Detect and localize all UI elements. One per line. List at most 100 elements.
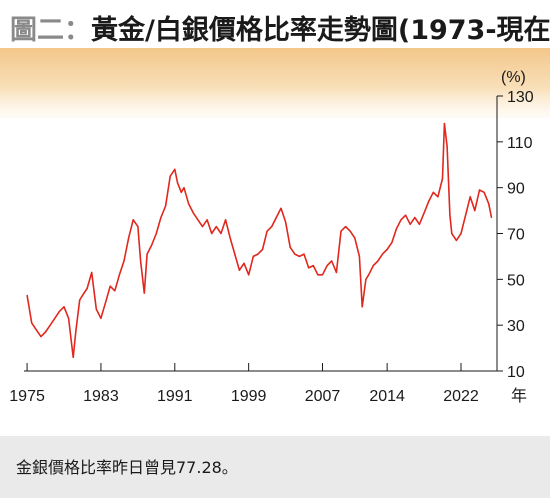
- ratio-line: [26, 122, 493, 359]
- data-point: [220, 232, 222, 235]
- gold-silver-ratio-chart: 10 30 50 70 90 110 130 (%) 1975 1983 1991 1999 2007 2…: [0, 48, 550, 405]
- data-point: [114, 290, 116, 292]
- data-point: [215, 226, 217, 228]
- data-point: [372, 265, 374, 267]
- y-tick-label: 10: [507, 364, 525, 381]
- data-point: [381, 253, 384, 255]
- data-point: [58, 310, 61, 312]
- data-point: [49, 324, 51, 326]
- data-point: [91, 271, 93, 274]
- y-tick-label: 30: [507, 318, 525, 335]
- data-point: [331, 260, 333, 262]
- y-tick-label: 130: [507, 89, 534, 106]
- data-point: [180, 191, 182, 193]
- data-point: [266, 230, 268, 232]
- data-point: [345, 226, 347, 228]
- data-point: [478, 189, 481, 191]
- data-point: [140, 260, 142, 262]
- data-point: [280, 207, 282, 209]
- y-tick-label: 50: [507, 272, 525, 289]
- title-bar: 圖二：黃金/白銀價格比率走勢圖(1973-現在): [0, 0, 550, 48]
- data-point: [409, 223, 411, 225]
- data-point: [271, 226, 273, 228]
- data-point: [443, 122, 445, 125]
- data-point: [44, 331, 47, 333]
- data-point: [395, 228, 397, 230]
- x-tick-label: 1991: [157, 388, 193, 405]
- title-colon: ：: [64, 15, 91, 46]
- data-point: [335, 271, 337, 274]
- data-point: [105, 301, 107, 303]
- data-point: [35, 329, 37, 331]
- x-tick-label: 1999: [231, 388, 267, 405]
- title-main: 黃金/白銀價格比率走勢圖(1973-現在): [91, 15, 550, 46]
- background-fade: [0, 88, 550, 128]
- data-point: [165, 205, 167, 207]
- data-point: [26, 294, 28, 296]
- x-axis-unit: 年: [511, 386, 527, 405]
- data-point: [365, 278, 367, 280]
- data-point: [174, 168, 176, 170]
- y-tick-label: 110: [507, 135, 533, 152]
- data-point: [54, 317, 56, 319]
- data-point: [229, 237, 231, 239]
- data-point: [312, 265, 314, 267]
- data-point: [192, 212, 194, 214]
- data-point: [490, 216, 493, 219]
- data-point: [432, 191, 434, 193]
- chart-area: 10 30 50 70 90 110 130 (%) 1975 1983 1991 1999 2007 2…: [0, 48, 550, 430]
- data-point: [275, 216, 277, 219]
- data-point: [349, 230, 351, 232]
- data-point: [465, 214, 467, 216]
- x-tick-label: 1975: [9, 388, 45, 405]
- data-point: [160, 216, 162, 219]
- data-point: [405, 214, 407, 216]
- data-point: [132, 219, 134, 221]
- data-point: [123, 260, 125, 262]
- data-point: [294, 253, 296, 255]
- x-tick-label: 2022: [443, 388, 479, 405]
- x-tick-label: 2014: [369, 388, 405, 405]
- data-point: [40, 336, 42, 338]
- data-point: [211, 232, 213, 235]
- data-point: [285, 221, 287, 223]
- data-point: [340, 230, 342, 232]
- x-tick-label: 2007: [305, 388, 341, 405]
- data-point: [423, 212, 425, 214]
- data-point: [298, 255, 300, 257]
- data-point: [437, 196, 439, 198]
- y-tick-label: 70: [507, 227, 525, 244]
- data-point: [177, 182, 179, 184]
- x-tick-label: 1983: [83, 388, 119, 405]
- data-point: [248, 274, 250, 276]
- data-point: [75, 329, 77, 331]
- data-point: [188, 203, 190, 205]
- data-point: [143, 292, 145, 294]
- data-point: [201, 226, 204, 228]
- data-point: [358, 255, 360, 257]
- data-point: [63, 306, 65, 308]
- data-point: [155, 232, 157, 235]
- data-point: [100, 317, 102, 319]
- data-point: [488, 203, 490, 205]
- data-point: [391, 242, 393, 244]
- data-point: [68, 317, 70, 319]
- data-point: [137, 226, 139, 228]
- data-point: [252, 255, 254, 257]
- data-point: [449, 214, 451, 216]
- data-point: [469, 196, 471, 198]
- data-point: [109, 285, 111, 287]
- data-point: [86, 287, 88, 290]
- data-point: [118, 274, 120, 276]
- data-point: [261, 248, 264, 251]
- data-point: [321, 274, 324, 276]
- data-point: [483, 191, 485, 193]
- data-point: [474, 210, 476, 212]
- data-point: [81, 294, 84, 296]
- data-point: [354, 237, 356, 239]
- data-point: [441, 177, 444, 180]
- data-point: [428, 200, 430, 202]
- data-point: [386, 248, 388, 251]
- data-point: [151, 244, 153, 246]
- data-point: [308, 267, 310, 269]
